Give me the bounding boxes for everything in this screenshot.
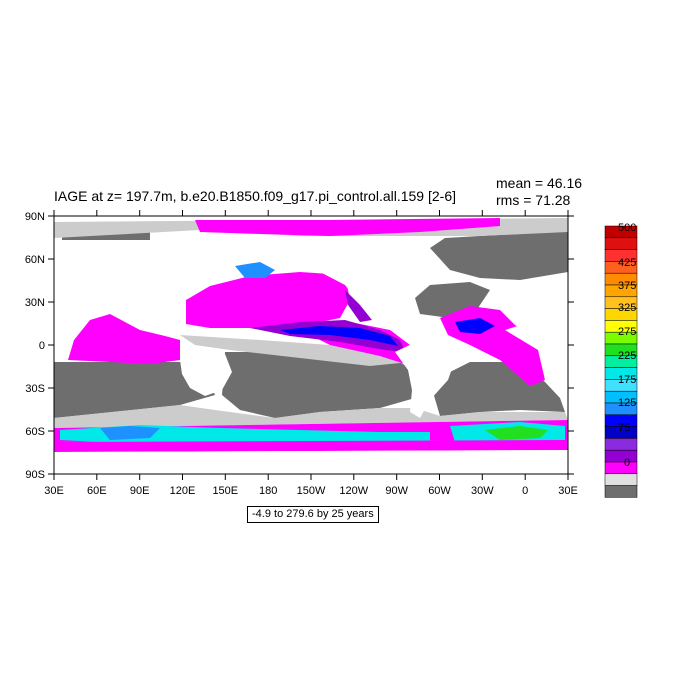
- rms-stat: rms = 71.28: [496, 192, 571, 208]
- latitude-axis: 90N 60N 30N 0 30S 60S 90S: [25, 211, 574, 481]
- mean-stat: mean = 46.16: [496, 175, 583, 191]
- africa-land: [505, 322, 568, 392]
- colorbar-label: 125: [618, 397, 636, 409]
- pacific-blue-tongue: [280, 326, 398, 346]
- colorbar-label: 0: [624, 457, 630, 469]
- lat-label: 30N: [25, 297, 45, 309]
- equatorial-light-band: [180, 335, 410, 366]
- colorbar-label: 500: [618, 222, 636, 234]
- lat-label: 60S: [25, 426, 45, 438]
- colorbar-label: 75: [618, 422, 630, 434]
- lon-label: 30E: [44, 485, 64, 497]
- south-pacific-east-gray: [222, 352, 415, 418]
- lon-label: 120W: [339, 485, 368, 497]
- ocean-age-map: [53, 215, 569, 475]
- bering-blue: [235, 262, 275, 278]
- colorbar-label: 375: [618, 280, 636, 292]
- lat-label: 0: [39, 340, 45, 352]
- longitude-axis: 30E 60E 90E 120E 150E 180 150W 120W 90W …: [44, 210, 578, 497]
- plot-title: IAGE at z= 197.7m, b.e20.B1850.f09_g17.p…: [54, 188, 456, 204]
- north-pacific-rim-magenta: [186, 272, 350, 328]
- antarctic-magenta-edge: [54, 440, 568, 452]
- south-america-land: [395, 340, 455, 418]
- arctic-magenta: [195, 218, 500, 236]
- lon-label: 150E: [212, 485, 238, 497]
- eurasia-land: [54, 236, 220, 332]
- lon-label: 30W: [471, 485, 494, 497]
- lon-label: 0: [522, 485, 528, 497]
- colorbar-label: 175: [618, 374, 636, 386]
- pacific-purple: [250, 320, 405, 352]
- australia-land: [180, 352, 232, 396]
- lon-label: 90E: [130, 485, 150, 497]
- lat-label: 90S: [25, 469, 45, 481]
- lon-label: 30E: [558, 485, 578, 497]
- indian-ocean-magenta: [68, 314, 180, 364]
- lat-label: 90N: [25, 211, 45, 223]
- south-pacific-gray: [54, 362, 215, 418]
- colorbar-swatch: [604, 473, 638, 486]
- colorbar-swatch: [604, 449, 638, 463]
- colorbar-swatch: [604, 438, 638, 451]
- lon-label: 120E: [170, 485, 196, 497]
- lon-label: 60E: [87, 485, 107, 497]
- arctic-gray: [430, 230, 568, 280]
- north-america-land: [268, 238, 440, 320]
- colorbar-swatch: [604, 461, 638, 475]
- colorbar: [604, 225, 638, 498]
- south-light-band: [54, 405, 568, 428]
- lat-label: 30S: [25, 383, 45, 395]
- colorbar-swatch: [604, 485, 638, 498]
- colorbar-label: 275: [618, 326, 636, 338]
- colorbar-swatch: [604, 237, 638, 250]
- colorbar-labels: 500 425 375 325 275 225 175 125 75 0: [618, 222, 636, 469]
- weddell-green: [485, 426, 548, 440]
- lon-label: 180: [259, 485, 277, 497]
- gulf-purple: [345, 290, 372, 322]
- lon-label: 90W: [385, 485, 408, 497]
- colorbar-label: 425: [618, 257, 636, 269]
- southern-ocean-blue-west: [100, 426, 160, 440]
- colorbar-label: 225: [618, 350, 636, 362]
- contour-range-note: -4.9 to 279.6 by 25 years: [247, 506, 379, 523]
- antarctica-land: [54, 450, 568, 474]
- colorbar-label: 325: [618, 302, 636, 314]
- lon-label: 150W: [297, 485, 326, 497]
- lat-label: 60N: [25, 254, 45, 266]
- atlantic-blue: [455, 318, 495, 334]
- lon-label: 60W: [428, 485, 451, 497]
